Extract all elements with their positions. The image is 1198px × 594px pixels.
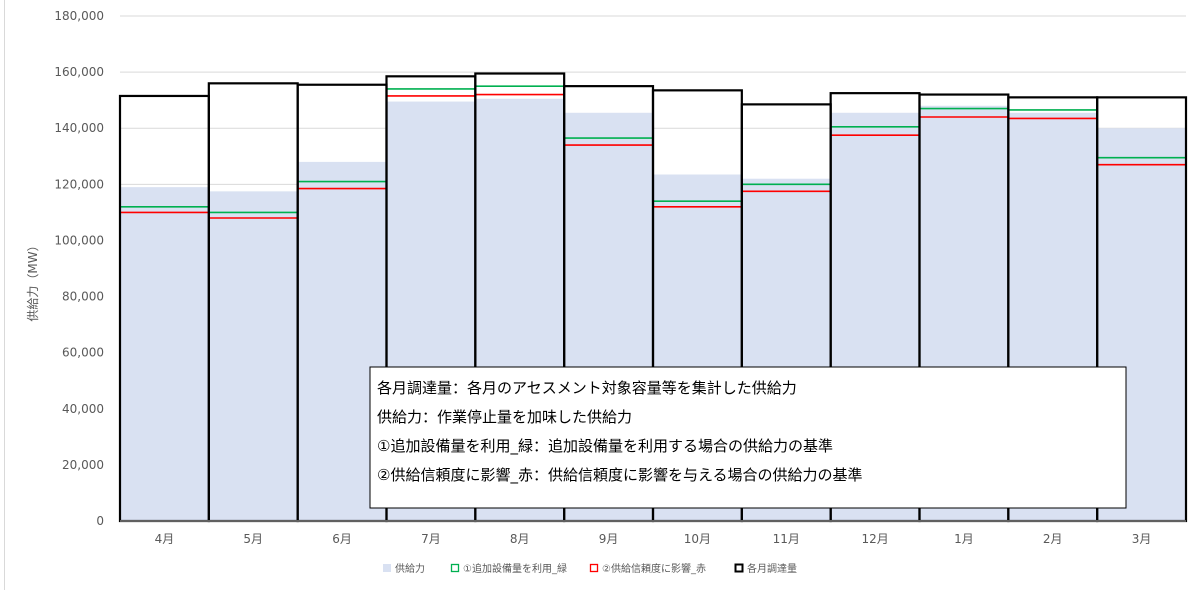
legend-label: 供給力 [395, 562, 425, 575]
x-tick-label: 2月 [1043, 532, 1063, 546]
x-tick-label: 3月 [1132, 532, 1152, 546]
y-tick-label: 40,000 [62, 402, 104, 416]
y-tick-label: 160,000 [54, 65, 104, 79]
legend-label: 各月調達量 [747, 562, 797, 575]
y-tick-label: 60,000 [62, 346, 104, 360]
x-tick-label: 8月 [510, 532, 530, 546]
legend-swatch [450, 563, 460, 573]
y-tick-label: 80,000 [62, 290, 104, 304]
y-tick-label: 100,000 [54, 233, 104, 247]
y-tick-label: 140,000 [54, 121, 104, 135]
annotation-line: ①追加設備量を利用_緑：追加設備量を利用する場合の供給力の基準 [377, 437, 833, 456]
annotation-line: 各月調達量：各月のアセスメント対象容量等を集計した供給力 [377, 379, 797, 397]
legend: 供給力 ①追加設備量を利用_緑 ②供給信頼度に影響_赤 各月調達量 [383, 562, 797, 575]
y-axis-label: 供給力（MW） [26, 239, 40, 321]
annotation-line: 供給力：作業停止量を加味した供給力 [377, 408, 632, 426]
x-tick-label: 1月 [954, 532, 974, 546]
x-tick-label: 5月 [243, 532, 263, 546]
left-border-line [4, 0, 5, 590]
legend-swatch [383, 564, 391, 572]
x-tick-label: 7月 [421, 532, 441, 546]
legend-label: ②供給信頼度に影響_赤 [602, 562, 706, 575]
annotation-line: ②供給信頼度に影響_赤：供給信頼度に影響を与える場合の供給力の基準 [377, 466, 863, 485]
x-tick-label: 10月 [684, 532, 711, 546]
legend-label: ①追加設備量を利用_緑 [463, 562, 567, 575]
annotation-box: 各月調達量：各月のアセスメント対象容量等を集計した供給力供給力：作業停止量を加味… [369, 366, 1127, 509]
supply-bar [120, 187, 209, 521]
red-level-lines [120, 93, 1186, 219]
supply-bar [208, 191, 298, 521]
y-tick-label: 180,000 [54, 9, 104, 23]
x-tick-label: 6月 [332, 532, 352, 546]
y-tick-label: 0 [96, 514, 104, 528]
axes: 0 20,000 40,000 60,000 80,000 100,000 120,000 1… [54, 9, 1186, 546]
green-level-lines [120, 85, 1186, 214]
x-tick-label: 12月 [861, 532, 888, 546]
x-tick-label: 9月 [599, 532, 619, 546]
x-tick-label: 4月 [155, 532, 175, 546]
y-tick-label: 120,000 [54, 177, 104, 191]
annotation-frame [369, 366, 1127, 509]
y-axis-label-group: 供給力（MW） [26, 239, 40, 321]
x-tick-label: 11月 [773, 532, 800, 546]
y-tick-label: 20,000 [62, 458, 104, 472]
legend-swatch [589, 563, 599, 573]
legend-swatch [734, 563, 744, 573]
